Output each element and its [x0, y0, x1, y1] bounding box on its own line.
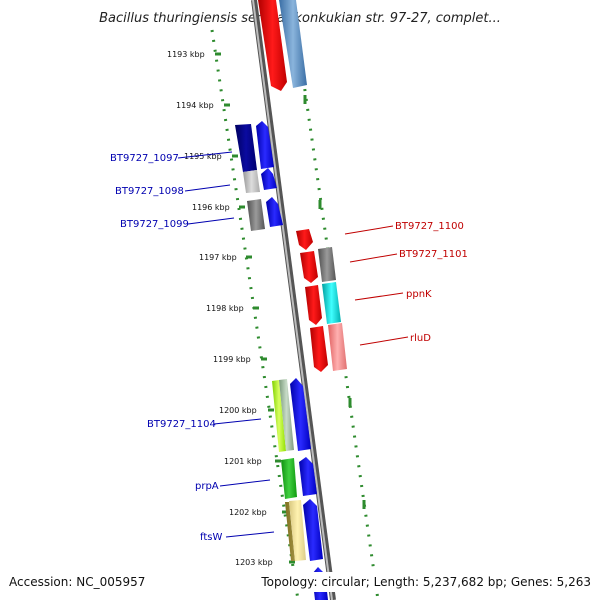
gene-bt9727-1099[interactable] — [247, 199, 265, 231]
kbp-label-1196: 1196 kbp — [192, 203, 230, 212]
gene-top-steel[interactable] — [279, 0, 307, 88]
gene-prpA[interactable] — [281, 458, 297, 499]
label-bt9727-1099[interactable]: BT9727_1099 — [120, 219, 189, 230]
footer-summary: Topology: circular; Length: 5,237,682 bp… — [260, 575, 591, 589]
label-ppnK[interactable]: ppnK — [406, 289, 432, 300]
kbp-label-1201: 1201 kbp — [224, 457, 262, 466]
map-title: Bacillus thuringiensis serovar konkukian… — [99, 11, 501, 26]
footer-accession: Accession: NC_005957 — [9, 575, 145, 589]
kbp-label-1197: 1197 kbp — [199, 253, 237, 262]
footer-summary-bg — [258, 572, 598, 592]
kbp-labels: 1193 kbp 1194 kbp 1195 kbp 1196 kbp 1197… — [167, 50, 273, 567]
gene-top-red[interactable] — [258, 0, 287, 91]
label-bt9727-1097[interactable]: BT9727_1097 — [110, 153, 179, 164]
gene-blue-2[interactable] — [261, 168, 277, 190]
gene-bt9727-1100[interactable] — [296, 229, 313, 250]
gene-blue-5[interactable] — [299, 457, 317, 496]
kbp-label-1203: 1203 kbp — [235, 558, 273, 567]
kbp-label-1198: 1198 kbp — [206, 304, 244, 313]
kbp-label-1194: 1194 kbp — [176, 101, 214, 110]
gene-bt9727-1104[interactable] — [272, 379, 294, 452]
gene-blue-6[interactable] — [303, 499, 323, 561]
gene-ppnK[interactable] — [305, 282, 341, 325]
kbp-label-1195: 1195 kbp — [184, 152, 222, 161]
kbp-label-1200: 1200 kbp — [219, 406, 257, 415]
label-bt9727-1101[interactable]: BT9727_1101 — [399, 249, 468, 260]
kbp-label-1193: 1193 kbp — [167, 50, 205, 59]
label-prpA[interactable]: prpA — [195, 481, 219, 492]
kbp-label-1199: 1199 kbp — [213, 355, 251, 364]
gene-blue-4[interactable] — [290, 378, 311, 451]
gene-labels: BT9727_1097 BT9727_1098 BT9727_1099 BT97… — [110, 153, 468, 543]
label-bt9727-1100[interactable]: BT9727_1100 — [395, 221, 464, 232]
gene-ftsW[interactable] — [285, 500, 306, 561]
label-bt9727-1104[interactable]: BT9727_1104 — [147, 419, 216, 430]
label-bt9727-1098[interactable]: BT9727_1098 — [115, 186, 184, 197]
gene-bt9727-1098-gray[interactable] — [243, 170, 260, 193]
gene-bt9727-1097[interactable] — [235, 124, 257, 172]
gene-bt9727-1101[interactable] — [300, 247, 336, 283]
genome-backbone — [251, 0, 336, 600]
label-ftsW[interactable]: ftsW — [200, 532, 222, 543]
label-rluD[interactable]: rluD — [410, 333, 431, 344]
outer-track-left — [210, 29, 300, 600]
label-leaders — [177, 151, 409, 538]
gene-blue-3[interactable] — [266, 197, 283, 227]
gene-blue-1[interactable] — [256, 121, 274, 169]
kbp-label-1202: 1202 kbp — [229, 508, 267, 517]
gene-rluD[interactable] — [310, 323, 347, 372]
